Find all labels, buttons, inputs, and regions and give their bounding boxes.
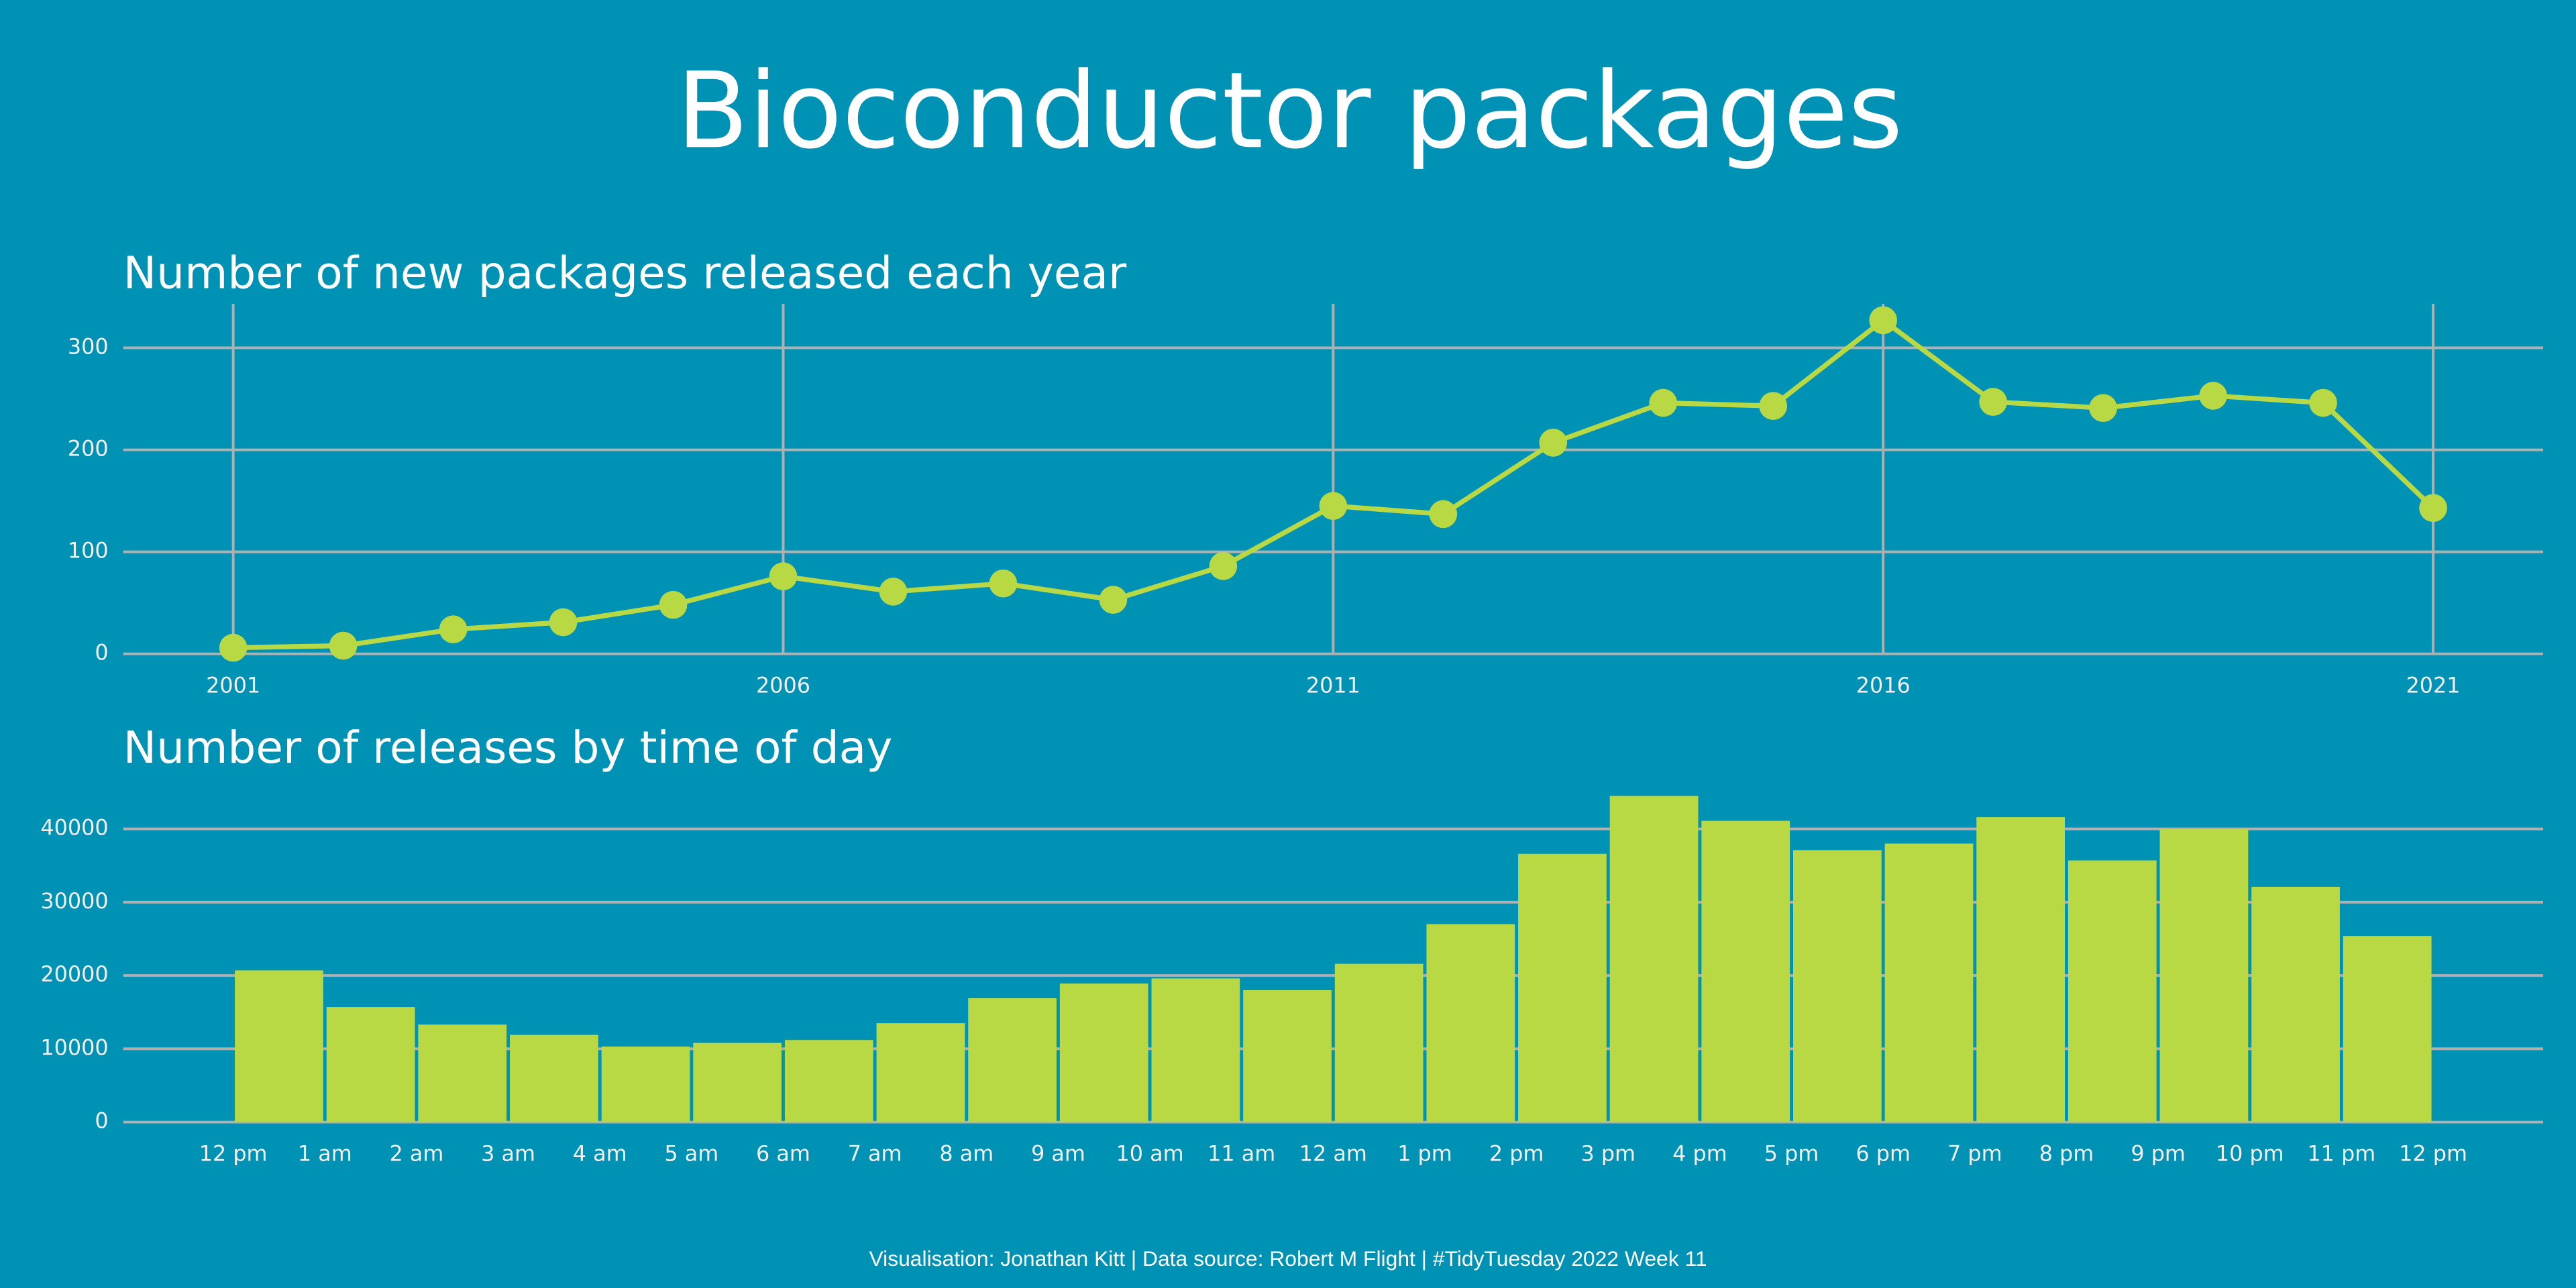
bar: [968, 998, 1057, 1122]
x-tick-label: 8 pm: [2039, 1141, 2094, 1167]
point: [439, 615, 468, 644]
chart-title: Number of new packages released each yea…: [123, 247, 1127, 299]
x-tick-label: 6 am: [756, 1141, 810, 1167]
point: [1209, 552, 1238, 580]
point: [1099, 586, 1128, 614]
y-tick-label: 40000: [40, 815, 108, 841]
x-tick-label: 2001: [206, 673, 260, 698]
y-tick-label: 0: [95, 640, 108, 665]
y-tick-label: 100: [68, 538, 109, 564]
bar: [693, 1042, 782, 1122]
bar: [1609, 796, 1699, 1122]
x-tick-label: 2021: [2406, 673, 2461, 698]
bar: [1976, 817, 2065, 1122]
chart-title: Number of releases by time of day: [123, 722, 893, 773]
point: [1759, 392, 1788, 420]
bar: [1793, 850, 1882, 1122]
y-tick-label: 0: [95, 1108, 108, 1134]
point: [989, 569, 1018, 598]
x-tick-label: 8 am: [939, 1141, 994, 1167]
point: [769, 562, 798, 590]
y-tick-label: 10000: [40, 1034, 108, 1060]
bar: [1059, 983, 1148, 1122]
y-tick-label: 20000: [40, 961, 108, 987]
bar: [1884, 843, 1974, 1122]
x-tick-label: 12 am: [1299, 1141, 1367, 1167]
x-tick-label: 1 pm: [1397, 1141, 1452, 1167]
x-tick-label: 5 pm: [1764, 1141, 1819, 1167]
x-tick-label: 7 pm: [1947, 1141, 2002, 1167]
x-tick-label: 3 am: [481, 1141, 535, 1167]
x-tick-label: 9 am: [1031, 1141, 1085, 1167]
bar: [1334, 963, 1424, 1122]
bar: [2159, 828, 2249, 1122]
x-tick-label: 4 pm: [1672, 1141, 1727, 1167]
point: [329, 631, 358, 660]
bar: [1243, 989, 1332, 1122]
point: [2199, 382, 2227, 410]
point: [1979, 388, 2007, 416]
point: [219, 633, 248, 662]
y-tick-label: 200: [68, 436, 109, 462]
point: [2089, 394, 2117, 422]
point: [1869, 306, 1898, 335]
bar: [2068, 860, 2157, 1122]
x-tick-label: 10 am: [1116, 1141, 1183, 1167]
x-tick-label: 12 pm: [2399, 1141, 2467, 1167]
caption: Visualisation: Jonathan Kitt | Data sour…: [869, 1246, 1707, 1271]
bar: [418, 1024, 507, 1122]
point: [659, 590, 688, 619]
x-tick-label: 2 pm: [1489, 1141, 1544, 1167]
bar: [1518, 853, 1607, 1122]
point: [549, 608, 578, 637]
bar: [235, 970, 323, 1122]
x-tick-label: 5 am: [664, 1141, 718, 1167]
x-tick-label: 12 pm: [199, 1141, 268, 1167]
bar: [1426, 924, 1515, 1122]
bar: [1151, 978, 1240, 1122]
x-tick-label: 1 am: [298, 1141, 352, 1167]
point: [1319, 492, 1348, 520]
y-tick-label: 300: [68, 333, 109, 359]
point: [879, 578, 908, 606]
y-tick-label: 30000: [40, 888, 108, 914]
x-tick-label: 4 am: [573, 1141, 627, 1167]
x-tick-label: 3 pm: [1580, 1141, 1635, 1167]
x-tick-label: 11 am: [1208, 1141, 1275, 1167]
point: [1429, 500, 1458, 529]
point: [2309, 388, 2337, 417]
x-tick-label: 7 am: [848, 1141, 902, 1167]
bar: [601, 1046, 690, 1122]
point: [1539, 429, 1568, 457]
point: [1649, 388, 1678, 417]
bar: [326, 1007, 415, 1122]
bar: [2343, 936, 2432, 1122]
bar: [2251, 886, 2340, 1122]
x-tick-label: 2016: [1856, 673, 1911, 698]
bar: [510, 1034, 598, 1122]
point: [2419, 494, 2447, 523]
page-title: Bioconductor packages: [676, 50, 1902, 172]
x-tick-label: 2011: [1306, 673, 1360, 698]
bar: [784, 1040, 873, 1122]
x-tick-label: 9 pm: [2131, 1141, 2186, 1167]
x-tick-label: 11 pm: [2307, 1141, 2375, 1167]
x-tick-label: 2006: [756, 673, 810, 698]
bar: [876, 1023, 965, 1122]
x-tick-label: 2 am: [389, 1141, 443, 1167]
x-tick-label: 6 pm: [1856, 1141, 1911, 1167]
bar: [1701, 820, 1790, 1122]
x-tick-label: 10 pm: [2216, 1141, 2284, 1167]
